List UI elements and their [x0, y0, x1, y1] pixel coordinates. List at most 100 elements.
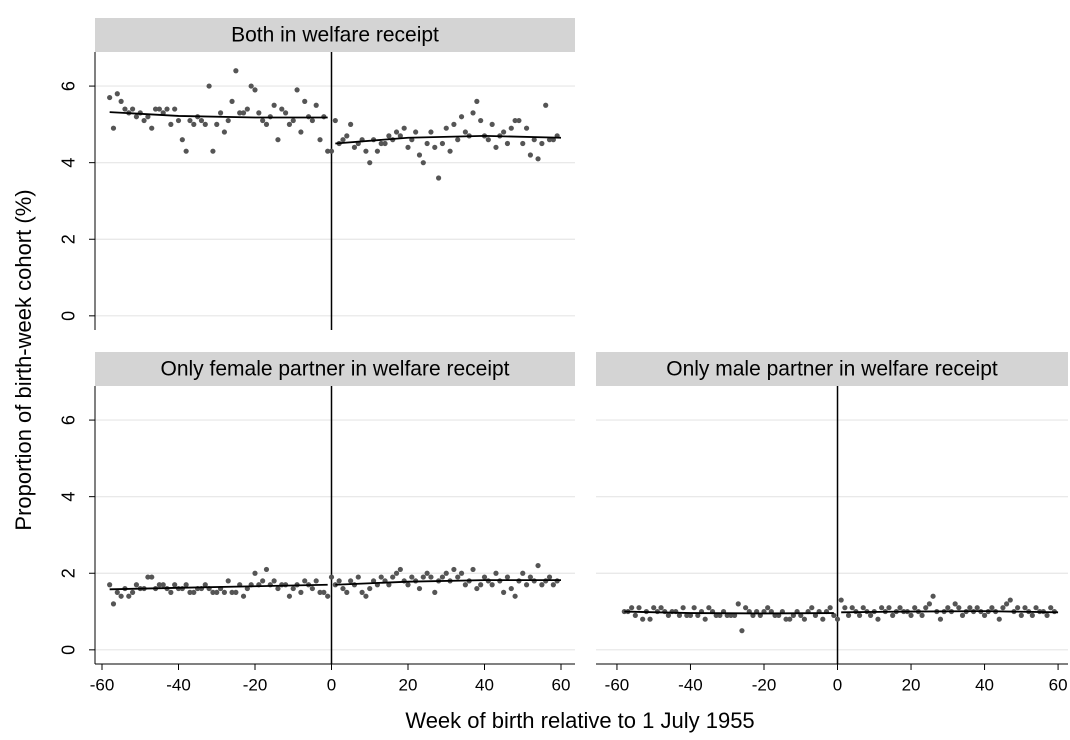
point: [424, 570, 430, 576]
point: [432, 144, 438, 150]
point: [636, 605, 642, 611]
point: [849, 605, 855, 611]
point: [478, 582, 484, 588]
point: [527, 574, 534, 580]
point: [114, 589, 120, 595]
point: [187, 117, 193, 124]
point: [367, 585, 373, 592]
point: [428, 129, 434, 135]
point: [141, 117, 147, 124]
point: [658, 605, 664, 611]
point: [336, 578, 342, 584]
point: [1048, 605, 1054, 611]
point: [665, 612, 672, 618]
point: [860, 605, 866, 611]
point: [348, 121, 354, 127]
point: [926, 601, 933, 607]
point: [1007, 597, 1013, 603]
panel-strip: [596, 352, 1068, 386]
point: [393, 570, 400, 576]
point: [845, 612, 852, 618]
x-tick-label: -20: [752, 675, 777, 694]
point: [504, 574, 511, 580]
panel-strip: [95, 352, 575, 386]
x-tick-label: 0: [833, 675, 842, 694]
y-tick-label: 6: [59, 81, 79, 91]
point: [409, 574, 415, 580]
point: [168, 589, 174, 595]
point: [539, 582, 545, 588]
point: [405, 144, 411, 150]
point: [206, 83, 212, 89]
point: [313, 102, 319, 108]
point: [290, 117, 296, 124]
x-tick-label: 60: [1049, 675, 1068, 694]
point: [110, 601, 117, 607]
x-tick-label: 40: [475, 675, 494, 694]
point: [974, 605, 980, 611]
point: [191, 589, 197, 595]
point: [183, 148, 189, 154]
point: [313, 578, 319, 584]
point: [474, 98, 480, 104]
point: [325, 593, 331, 599]
point: [508, 125, 514, 131]
x-tick-label: -20: [243, 675, 268, 694]
y-axis-label: Proportion of birth-week cohort (%): [11, 189, 36, 530]
point: [149, 574, 155, 580]
point: [179, 137, 185, 143]
x-tick-label: 40: [975, 675, 994, 694]
point: [240, 110, 247, 116]
point: [126, 593, 132, 599]
point: [298, 589, 304, 595]
point: [867, 612, 874, 618]
point: [546, 574, 553, 580]
point: [455, 574, 461, 580]
point: [1018, 612, 1024, 618]
panel-title: Only female partner in welfare receipt: [161, 358, 510, 381]
point: [260, 117, 266, 124]
point: [114, 91, 120, 97]
point: [363, 148, 369, 154]
fit-line: [109, 111, 562, 145]
point: [210, 148, 216, 154]
point: [959, 612, 966, 618]
point: [516, 117, 522, 124]
point: [149, 125, 155, 131]
point: [225, 117, 231, 124]
point: [1044, 612, 1050, 618]
point: [233, 68, 239, 74]
point: [107, 582, 113, 588]
point: [420, 160, 426, 166]
point: [133, 582, 140, 588]
point: [432, 589, 438, 595]
point: [439, 574, 446, 580]
point: [443, 125, 449, 131]
point: [344, 589, 350, 595]
panel-title: Both in welfare receipt: [231, 24, 439, 47]
point: [290, 585, 296, 592]
y-tick-label: 4: [59, 492, 79, 502]
point: [447, 148, 453, 154]
point: [967, 605, 973, 611]
point: [397, 566, 403, 573]
point: [225, 578, 231, 584]
fit-line: [109, 579, 561, 591]
point: [129, 106, 136, 112]
point: [436, 175, 442, 181]
point: [451, 121, 457, 127]
point: [523, 125, 530, 131]
point: [252, 570, 258, 576]
point: [640, 616, 646, 622]
x-tick-label: -60: [605, 675, 630, 694]
point: [145, 574, 151, 580]
point: [912, 605, 918, 611]
x-tick-label: 60: [552, 675, 571, 694]
panel-strip: [95, 18, 575, 52]
point: [981, 612, 988, 618]
point: [512, 593, 518, 599]
point: [458, 570, 465, 576]
point: [838, 597, 844, 603]
point: [520, 140, 526, 147]
